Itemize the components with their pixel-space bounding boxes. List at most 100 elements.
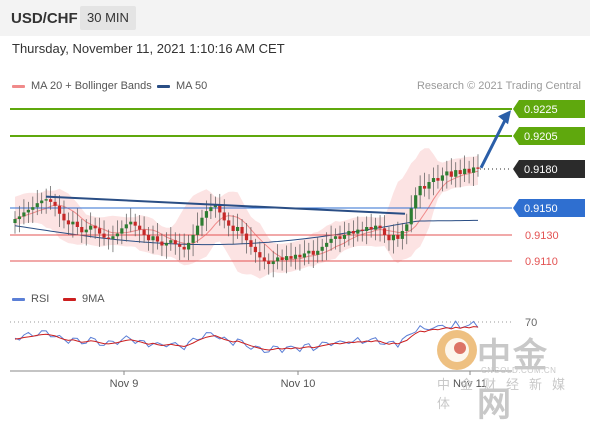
candle-body: [66, 220, 71, 225]
candle-body: [75, 221, 79, 227]
candle-body: [351, 230, 355, 234]
candle-body: [271, 261, 275, 265]
candle-body: [298, 254, 302, 258]
candle-body: [124, 224, 128, 229]
candle-body: [280, 257, 284, 261]
candle-body: [396, 234, 400, 239]
candle-body: [378, 225, 382, 229]
bollinger-band: [15, 148, 478, 279]
research-credit: Research © 2021 Trading Central: [416, 80, 581, 92]
candle-body: [26, 209, 30, 213]
price-label-0.9180: 0.9180: [524, 164, 558, 176]
candle-body: [13, 219, 17, 224]
candle-body: [195, 225, 200, 235]
candle-body: [276, 257, 280, 262]
price-tag-0.9150: [513, 199, 585, 217]
candle-body: [293, 254, 298, 259]
price-label-0.9110: 0.9110: [525, 256, 558, 268]
candle-body: [405, 224, 409, 231]
candle-body: [307, 250, 311, 254]
resistance-trendline: [45, 195, 406, 215]
price-label-0.9130: 0.9130: [525, 230, 559, 242]
candle-body: [71, 221, 75, 225]
x-tick-label-nov-10: Nov 10: [281, 378, 316, 390]
candle-body: [178, 244, 182, 247]
candle-body: [440, 175, 444, 181]
x-tick-label-nov-9: Nov 9: [110, 378, 139, 390]
candle-body: [22, 212, 26, 217]
timeframe-badge[interactable]: 30 MIN: [80, 6, 136, 30]
candle-body: [40, 200, 44, 204]
candle-body: [302, 253, 306, 258]
candle-body: [222, 212, 226, 221]
candle-body: [249, 240, 253, 247]
candle-body: [374, 225, 378, 230]
candle-body: [218, 204, 222, 213]
candle-body: [169, 240, 173, 243]
candle-body: [476, 167, 480, 169]
price-tag-0.9180: [513, 160, 585, 178]
candle-body: [391, 234, 396, 241]
candle-body: [436, 178, 440, 181]
candle-body: [102, 233, 106, 238]
legend-label-ma50: MA 50: [176, 80, 208, 92]
candle-body: [204, 211, 209, 218]
candle-body: [409, 208, 413, 225]
candle-body: [191, 234, 195, 243]
candle-body: [422, 185, 427, 189]
candle-body: [173, 240, 177, 245]
legend-item-ma50: MA 50: [157, 80, 207, 92]
candle-body: [53, 201, 57, 206]
candle-body: [231, 225, 235, 231]
rsi-9ma-line: [14, 326, 479, 351]
watermark-tagline: 中金财经新媒体: [437, 378, 576, 412]
candle-body: [182, 246, 186, 250]
legend-label-9ma: 9MA: [82, 293, 105, 305]
candle-body: [445, 171, 449, 176]
candle-body: [244, 233, 249, 241]
candle-body: [97, 228, 102, 234]
candle-body: [418, 185, 422, 196]
candle-body: [325, 242, 329, 247]
candle-body: [138, 225, 142, 230]
rsi-level-label: 70: [525, 317, 537, 329]
legend-label-ma20: MA 20 + Bollinger Bands: [31, 80, 152, 92]
candle-body: [467, 168, 471, 173]
candle-body: [187, 242, 191, 250]
candle-body: [155, 236, 160, 242]
price-chart: 0.9225 0.9205 0.9180 0.9150 0.9130 0.9110 70 No…: [10, 100, 585, 390]
candle-body: [93, 225, 97, 229]
candle-body: [289, 256, 293, 259]
legend-item-9ma: 9MA: [63, 293, 105, 305]
candle-body: [62, 213, 66, 221]
candle-body: [320, 246, 324, 251]
candle-body: [235, 226, 240, 231]
candle-body: [227, 220, 231, 226]
legend-swatch: [12, 297, 25, 301]
candle-body: [111, 236, 115, 239]
price-tag-0.9225: [513, 100, 585, 118]
candle-body: [454, 170, 458, 177]
candle-body: [253, 246, 258, 253]
candle-body: [284, 256, 289, 261]
candle-body: [329, 238, 333, 243]
candle-body: [129, 221, 133, 225]
candle-body: [311, 250, 315, 255]
candle-body: [151, 236, 155, 241]
candle-body: [160, 241, 164, 246]
candle-body: [360, 229, 364, 231]
candle-body: [316, 250, 320, 255]
candle-body: [115, 233, 119, 237]
legend-swatch: [63, 297, 76, 301]
candle-body: [258, 252, 262, 258]
candle-body: [17, 216, 22, 220]
symbol-title: USD/CHF: [11, 10, 78, 27]
candle-body: [44, 199, 48, 201]
candle-body: [356, 229, 360, 234]
legend-label-rsi: RSI: [31, 293, 50, 305]
watermark-brand: 中金网: [477, 336, 549, 425]
candle-body: [80, 226, 84, 233]
candle-body: [49, 199, 53, 202]
candle-body: [347, 230, 351, 235]
